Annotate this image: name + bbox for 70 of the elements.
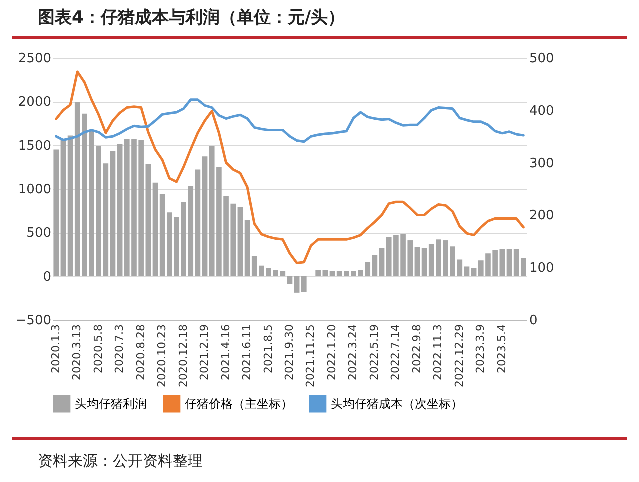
bar [379,248,385,276]
x-tick-label: 2022.11.3 [432,324,445,380]
x-tick-label: 2020.3.13 [70,324,84,380]
bar [103,164,109,276]
x-tick-label: 2022.12.29 [452,324,466,388]
y-tick-label: −500 [16,314,52,328]
y2-tick-label: 400 [530,104,554,119]
y-tick-label: 2500 [18,52,52,66]
legend-label: 头均仔猪成本（次坐标） [331,397,463,412]
x-tick-label: 2023.5.4 [495,324,508,374]
x-tick-label: 2021.9.30 [283,324,296,380]
x-tick-label: 2020.1.3 [49,324,62,374]
x-tick-label: 2022.5.19 [368,324,381,380]
bar [202,156,208,276]
line-series [55,98,525,144]
bar [54,150,60,276]
chart-title: 图表4：仔猪成本与利润（单位：元/头） [38,7,346,29]
y-tick-label: 1000 [18,182,52,198]
bar [302,276,307,292]
y-tick-label: 500 [26,226,52,242]
legend-label: 头均仔猪利润 [75,397,147,412]
bar [336,271,342,276]
x-tick-label: 2020.7.3 [113,324,126,374]
y-tick-label: 0 [43,270,52,285]
x-tick-label: 2023.3.9 [474,324,488,374]
bar [506,249,512,276]
y2-tick-label: 200 [530,208,554,224]
y2-tick-label: 500 [530,52,554,66]
bar [464,266,470,276]
bar [160,194,166,276]
bar [152,182,158,276]
x-tick-label: 2022.7.14 [389,324,402,380]
x-tick-label: 2021.6.11 [240,324,254,380]
text: 资料来源：公开资料整理 [38,452,203,471]
x-tick-label: 2021.11.25 [304,324,318,388]
bar [280,271,286,276]
bar [294,276,300,293]
y-tick-label: 2000 [18,95,52,110]
bar [110,151,116,276]
x-tick-label: 2022.3.24 [346,324,360,380]
bar [414,248,420,276]
bar [244,220,250,276]
x-tick-label: 2020.5.8 [92,324,105,374]
bar [117,144,123,276]
bar [287,276,293,284]
legend-label: 仔猪价格（主坐标） [185,397,293,412]
x-tick-label: 2020.10.23 [156,324,169,388]
bar [60,140,66,276]
bar [195,170,201,276]
bar [520,258,526,276]
y2-tick-label: 0 [530,314,538,328]
bar [457,260,463,276]
bar [68,136,74,276]
x-tick-label: 2021.2.19 [198,324,212,380]
x-tick-label: 2020.12.18 [176,324,190,388]
x-tick-label: 2021.8.5 [262,324,275,374]
bar [514,249,520,276]
y2-tick-label: 100 [530,261,554,276]
bar [330,271,336,276]
x-tick-label: 2022.1.20 [325,324,338,380]
y-tick-label: 1500 [18,138,52,154]
bar [471,268,477,276]
bar [238,207,244,276]
bar [422,248,428,276]
line-series [55,70,525,264]
bar [372,255,378,276]
x-tick-label: 2022.9.8 [410,324,424,374]
x-tick-label: 2020.8.28 [134,324,148,380]
x-tick-label: 2021.4.16 [219,324,232,380]
y2-tick-label: 300 [530,156,554,172]
